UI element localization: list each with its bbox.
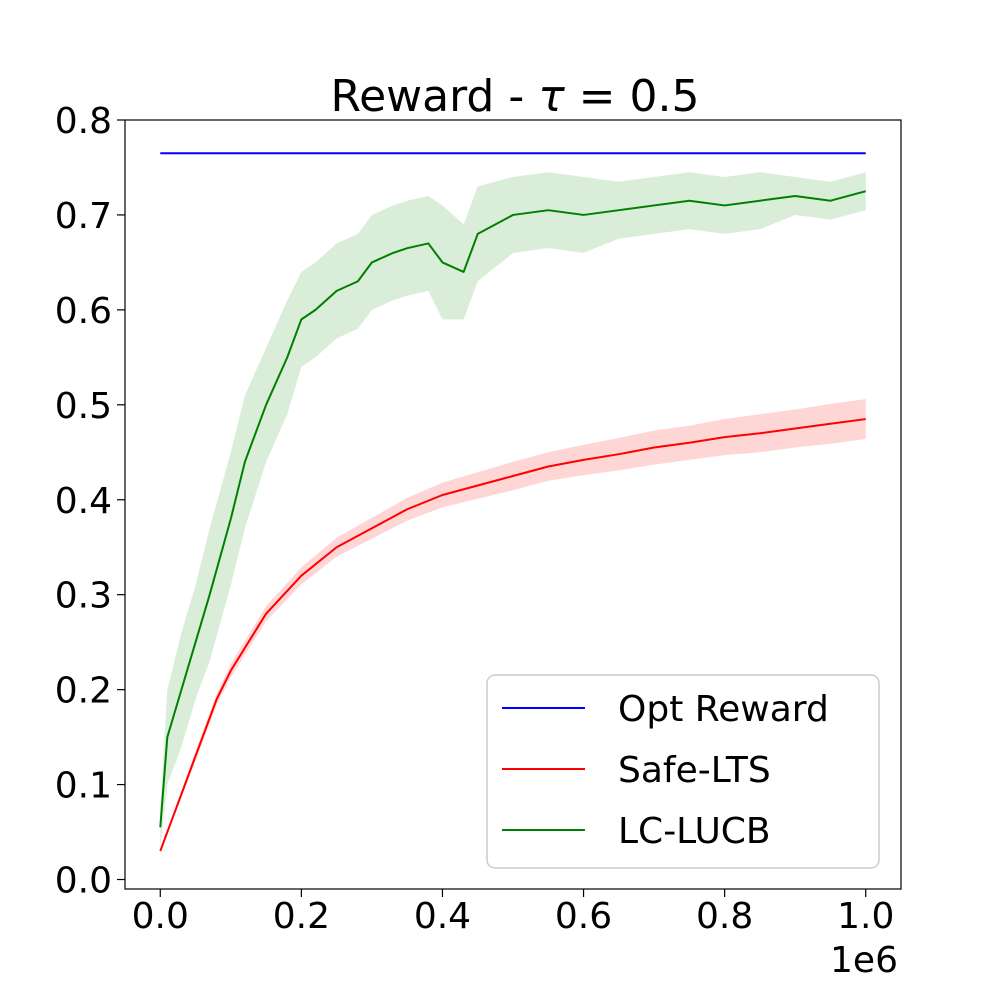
x-tick-label: 0.6 bbox=[555, 896, 612, 937]
y-tick-label: 0.4 bbox=[55, 481, 112, 522]
chart-title: Reward - τ = 0.5 bbox=[330, 71, 699, 122]
y-tick-label: 0.0 bbox=[55, 861, 112, 902]
y-tick-label: 0.2 bbox=[55, 671, 112, 712]
chart-title-prefix: Reward - bbox=[330, 71, 538, 122]
x-tick-label: 0.0 bbox=[132, 896, 189, 937]
y-tick-label: 0.7 bbox=[55, 196, 112, 237]
x-tick-label: 0.4 bbox=[414, 896, 471, 937]
legend-label-safe-lts: Safe-LTS bbox=[618, 750, 771, 791]
chart-title-symbol: τ bbox=[538, 71, 565, 122]
x-tick-label: 1.0 bbox=[837, 896, 894, 937]
x-offset-label: 1e6 bbox=[830, 940, 898, 981]
series-lines bbox=[159, 152, 866, 852]
legend: Opt Reward Safe-LTS LC-LUCB bbox=[486, 674, 880, 869]
x-tick-label: 0.2 bbox=[273, 896, 330, 937]
x-tick-label: 0.8 bbox=[696, 896, 753, 937]
legend-label-lc-lucb: LC-LUCB bbox=[618, 811, 771, 852]
y-tick-label: 0.3 bbox=[55, 576, 112, 617]
chart-title-suffix: = 0.5 bbox=[565, 71, 700, 122]
y-tick-label: 0.5 bbox=[55, 386, 112, 427]
safe-lts-line bbox=[159, 418, 866, 852]
y-tick-label: 0.6 bbox=[55, 291, 112, 332]
confidence-bands bbox=[160, 172, 866, 852]
plot-frame bbox=[124, 119, 902, 890]
safe-lts-confidence-band bbox=[160, 399, 866, 852]
x-axis-ticks: 0.0 0.2 0.4 0.6 0.8 1.0 bbox=[132, 889, 894, 937]
y-tick-label: 0.8 bbox=[55, 101, 112, 142]
y-axis-ticks: 0.0 0.1 0.2 0.3 0.4 0.5 0.6 0.7 0.8 bbox=[55, 101, 125, 902]
legend-label-opt-reward: Opt Reward bbox=[618, 689, 829, 730]
legend-box bbox=[486, 674, 880, 869]
lc-lucb-line bbox=[159, 190, 866, 828]
y-tick-label: 0.1 bbox=[55, 766, 112, 807]
